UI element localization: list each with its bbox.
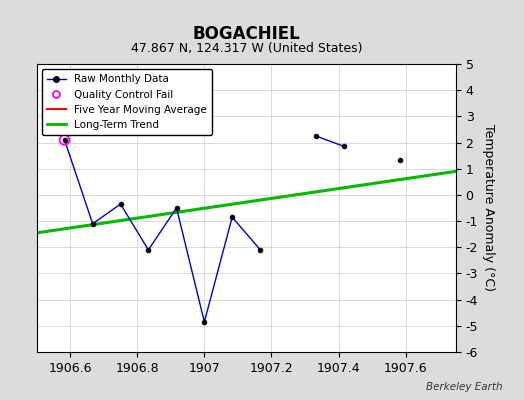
Point xyxy=(60,137,69,143)
Text: 47.867 N, 124.317 W (United States): 47.867 N, 124.317 W (United States) xyxy=(130,42,362,55)
Title: BOGACHIEL: BOGACHIEL xyxy=(192,25,300,43)
Text: Berkeley Earth: Berkeley Earth xyxy=(427,382,503,392)
Legend: Raw Monthly Data, Quality Control Fail, Five Year Moving Average, Long-Term Tren: Raw Monthly Data, Quality Control Fail, … xyxy=(42,69,212,135)
Y-axis label: Temperature Anomaly (°C): Temperature Anomaly (°C) xyxy=(482,124,495,292)
